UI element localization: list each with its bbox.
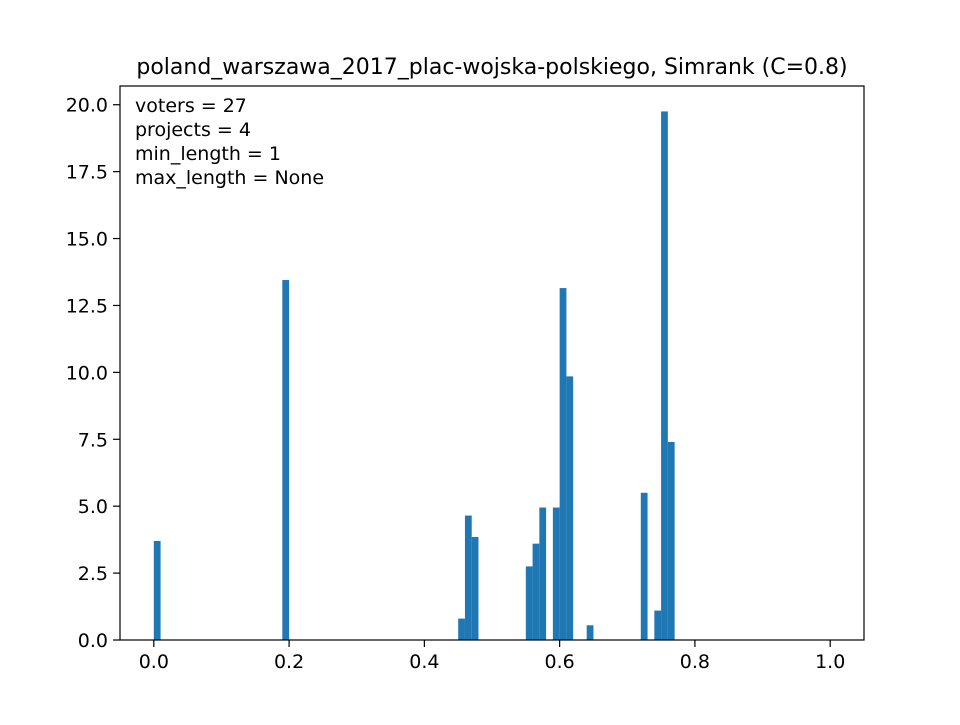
y-tick-label: 7.5 — [78, 429, 108, 451]
y-tick-label: 20.0 — [66, 95, 108, 117]
x-tick-label: 0.0 — [139, 651, 169, 673]
histogram-bar-2 — [458, 618, 465, 640]
x-tick-label: 0.8 — [680, 651, 710, 673]
histogram-bar-14 — [661, 111, 668, 641]
x-axis-ticks: 0.0 0.2 0.4 0.6 0.8 1.0 — [139, 640, 845, 673]
y-tick-label: 12.5 — [66, 295, 108, 317]
histogram-bar-9 — [559, 288, 567, 640]
y-tick-label: 5.0 — [78, 496, 108, 518]
x-tick-label: 0.4 — [409, 651, 439, 673]
y-tick-label: 10.0 — [66, 362, 108, 384]
histogram-bar-6 — [532, 543, 540, 640]
y-tick-label: 15.0 — [66, 229, 108, 251]
histogram-bar-8 — [552, 507, 560, 640]
y-tick-label: 17.5 — [66, 162, 108, 184]
histogram-bar-15 — [667, 441, 675, 640]
x-tick-label: 0.2 — [274, 651, 304, 673]
histogram-bar-5 — [525, 566, 533, 640]
histogram-bar-0 — [153, 540, 161, 640]
histogram-bar-12 — [640, 492, 648, 640]
histogram-bar-4 — [471, 536, 479, 640]
histogram-bar-3 — [464, 515, 472, 640]
info-annotation: voters = 27 projects = 4 min_length = 1 … — [135, 95, 324, 189]
histogram-bar-7 — [539, 507, 547, 640]
annotation-projects: projects = 4 — [135, 119, 251, 141]
annotation-voters: voters = 27 — [135, 95, 247, 117]
histogram-bar-1 — [282, 280, 290, 640]
chart-title: poland_warszawa_2017_plac-wojska-polskie… — [136, 55, 847, 80]
annotation-min-length: min_length = 1 — [135, 143, 281, 165]
y-axis-ticks: 0.0 2.5 5.0 7.5 10.0 12.5 15.0 17.5 20.0 — [66, 95, 120, 652]
histogram-bar-11 — [586, 625, 594, 640]
plot-frame — [119, 85, 865, 641]
bars-group — [153, 111, 675, 641]
y-tick-label: 0.0 — [78, 630, 108, 652]
histogram-bar-10 — [566, 376, 574, 640]
x-tick-label: 0.6 — [545, 651, 575, 673]
x-tick-label: 1.0 — [815, 651, 845, 673]
annotation-max-length: max_length = None — [135, 167, 324, 189]
histogram-bar-13 — [654, 610, 662, 640]
y-tick-label: 2.5 — [78, 563, 108, 585]
